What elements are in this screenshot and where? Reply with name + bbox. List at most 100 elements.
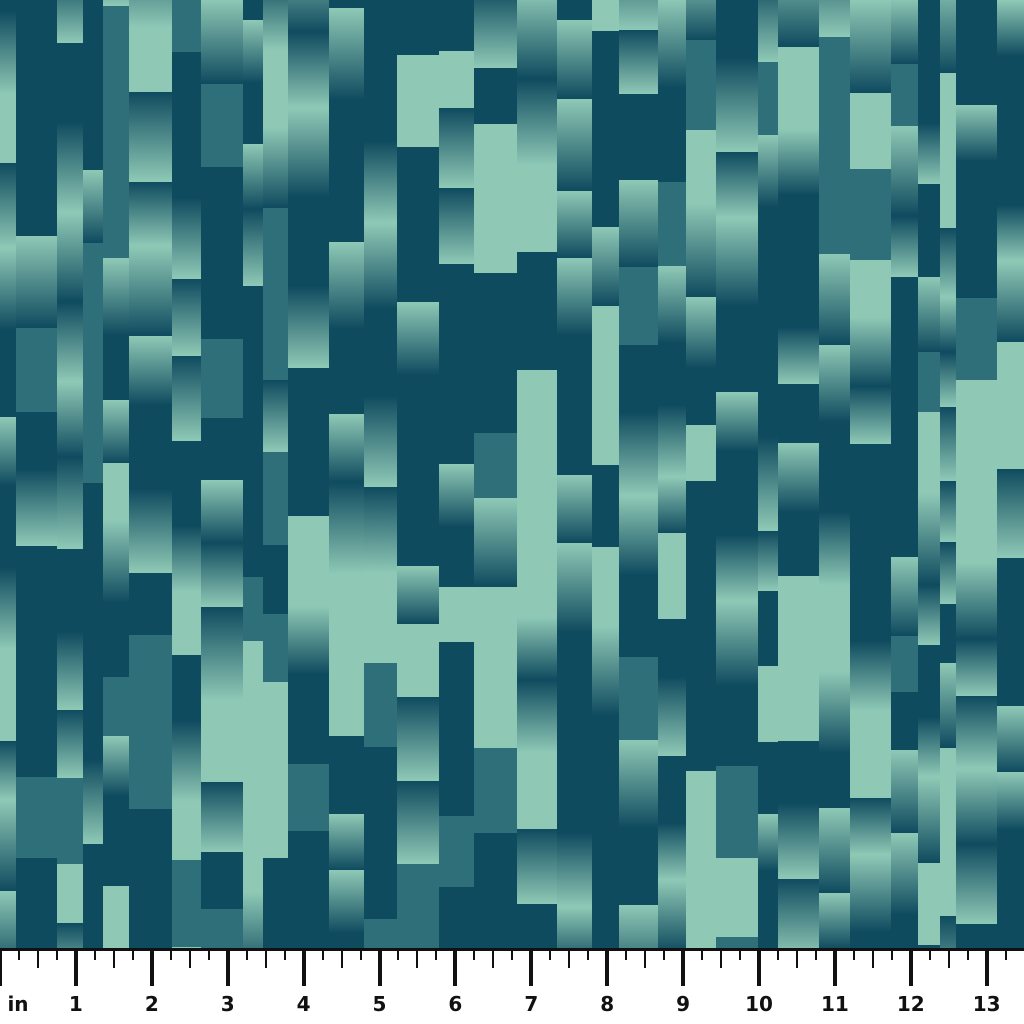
fabric-block <box>16 708 57 777</box>
fabric-block <box>129 182 172 246</box>
fabric-block <box>557 335 592 412</box>
ruler-tick <box>625 948 628 960</box>
fabric-block <box>201 0 243 84</box>
fabric-block <box>201 418 243 480</box>
fabric-block <box>329 8 364 100</box>
fabric-block <box>83 303 103 393</box>
fabric-block <box>103 796 129 886</box>
ruler-tick <box>207 948 210 960</box>
fabric-block <box>891 0 918 64</box>
ruler-tick <box>245 948 248 960</box>
fabric-block <box>891 833 918 915</box>
fabric-block <box>557 475 592 543</box>
ruler-tick <box>587 948 590 960</box>
fabric-block <box>850 641 891 711</box>
fabric-block <box>592 903 619 949</box>
fabric-block <box>364 309 397 396</box>
ruler-tick <box>0 948 2 986</box>
fabric-block <box>364 747 397 836</box>
fabric-block <box>940 835 956 916</box>
fabric-block <box>288 674 329 764</box>
fabric-block <box>16 164 57 236</box>
ruler-tick <box>984 948 989 986</box>
fabric-block <box>778 659 819 741</box>
fabric-block <box>557 258 592 335</box>
fabric-block <box>716 858 758 937</box>
fabric-block <box>288 368 329 438</box>
fabric-block <box>517 753 557 829</box>
ruler-tick <box>852 948 855 960</box>
fabric-block <box>557 191 592 258</box>
fabric-column <box>619 0 659 949</box>
ruler-tick <box>908 948 913 986</box>
ruler-tick <box>701 948 704 960</box>
fabric-block <box>0 417 16 486</box>
fabric-block <box>850 502 891 571</box>
fabric-column <box>103 0 130 949</box>
fabric-block <box>16 103 57 164</box>
fabric-block <box>997 558 1024 626</box>
fabric-block <box>288 886 329 949</box>
fabric-block <box>243 892 263 949</box>
fabric-block <box>439 527 474 587</box>
fabric-block <box>716 766 758 858</box>
fabric-block <box>474 360 517 433</box>
fabric-block <box>83 483 103 568</box>
fabric-block <box>57 549 83 632</box>
fabric-block <box>891 277 918 360</box>
fabric-block <box>243 799 263 892</box>
fabric-block <box>16 777 57 858</box>
fabric-block <box>329 933 364 949</box>
fabric-column <box>201 0 244 949</box>
fabric-block <box>397 781 439 864</box>
fabric-block <box>364 574 397 663</box>
fabric-block <box>956 562 997 639</box>
fabric-block <box>758 207 778 288</box>
fabric-block <box>57 923 83 949</box>
fabric-block <box>16 546 57 617</box>
ruler-label: 5 <box>372 992 387 1016</box>
fabric-block <box>716 306 758 392</box>
fabric-block <box>439 887 474 949</box>
fabric-block <box>517 166 557 252</box>
fabric-block <box>474 915 517 949</box>
fabric-block <box>592 31 619 96</box>
fabric-block <box>172 126 201 198</box>
fabric-block <box>397 697 439 781</box>
fabric-block <box>778 443 819 512</box>
ruler-label: 7 <box>524 992 539 1016</box>
fabric-block <box>918 645 940 717</box>
fabric-block <box>364 663 397 747</box>
ruler-tick <box>283 948 286 960</box>
fabric-block <box>819 671 850 753</box>
ruler-tick <box>776 948 779 960</box>
ruler-label: 1 <box>68 992 83 1016</box>
fabric-column <box>758 0 779 949</box>
fabric-block <box>83 170 103 243</box>
fabric-block <box>0 248 16 330</box>
fabric-block <box>439 395 474 464</box>
ruler-tick <box>549 948 552 960</box>
fabric-block <box>16 328 57 412</box>
fabric-block <box>83 243 103 303</box>
fabric-block <box>686 621 716 686</box>
fabric-block <box>891 432 918 502</box>
fabric-block <box>557 772 592 833</box>
ruler-tick <box>511 948 514 960</box>
fabric-block <box>758 666 778 742</box>
fabric-block <box>686 203 716 297</box>
fabric-block <box>172 655 201 721</box>
fabric-block <box>592 155 619 227</box>
fabric-block <box>329 575 364 653</box>
fabric-block <box>997 261 1024 342</box>
fabric-block <box>397 509 439 566</box>
fabric-block <box>201 84 243 167</box>
fabric-block <box>83 844 103 926</box>
fabric-block <box>397 624 439 697</box>
fabric-block <box>329 482 364 575</box>
fabric-block <box>557 907 592 949</box>
fabric-block <box>940 604 956 663</box>
fabric-block <box>172 279 201 356</box>
fabric-column <box>819 0 851 949</box>
fabric-block <box>0 650 16 741</box>
